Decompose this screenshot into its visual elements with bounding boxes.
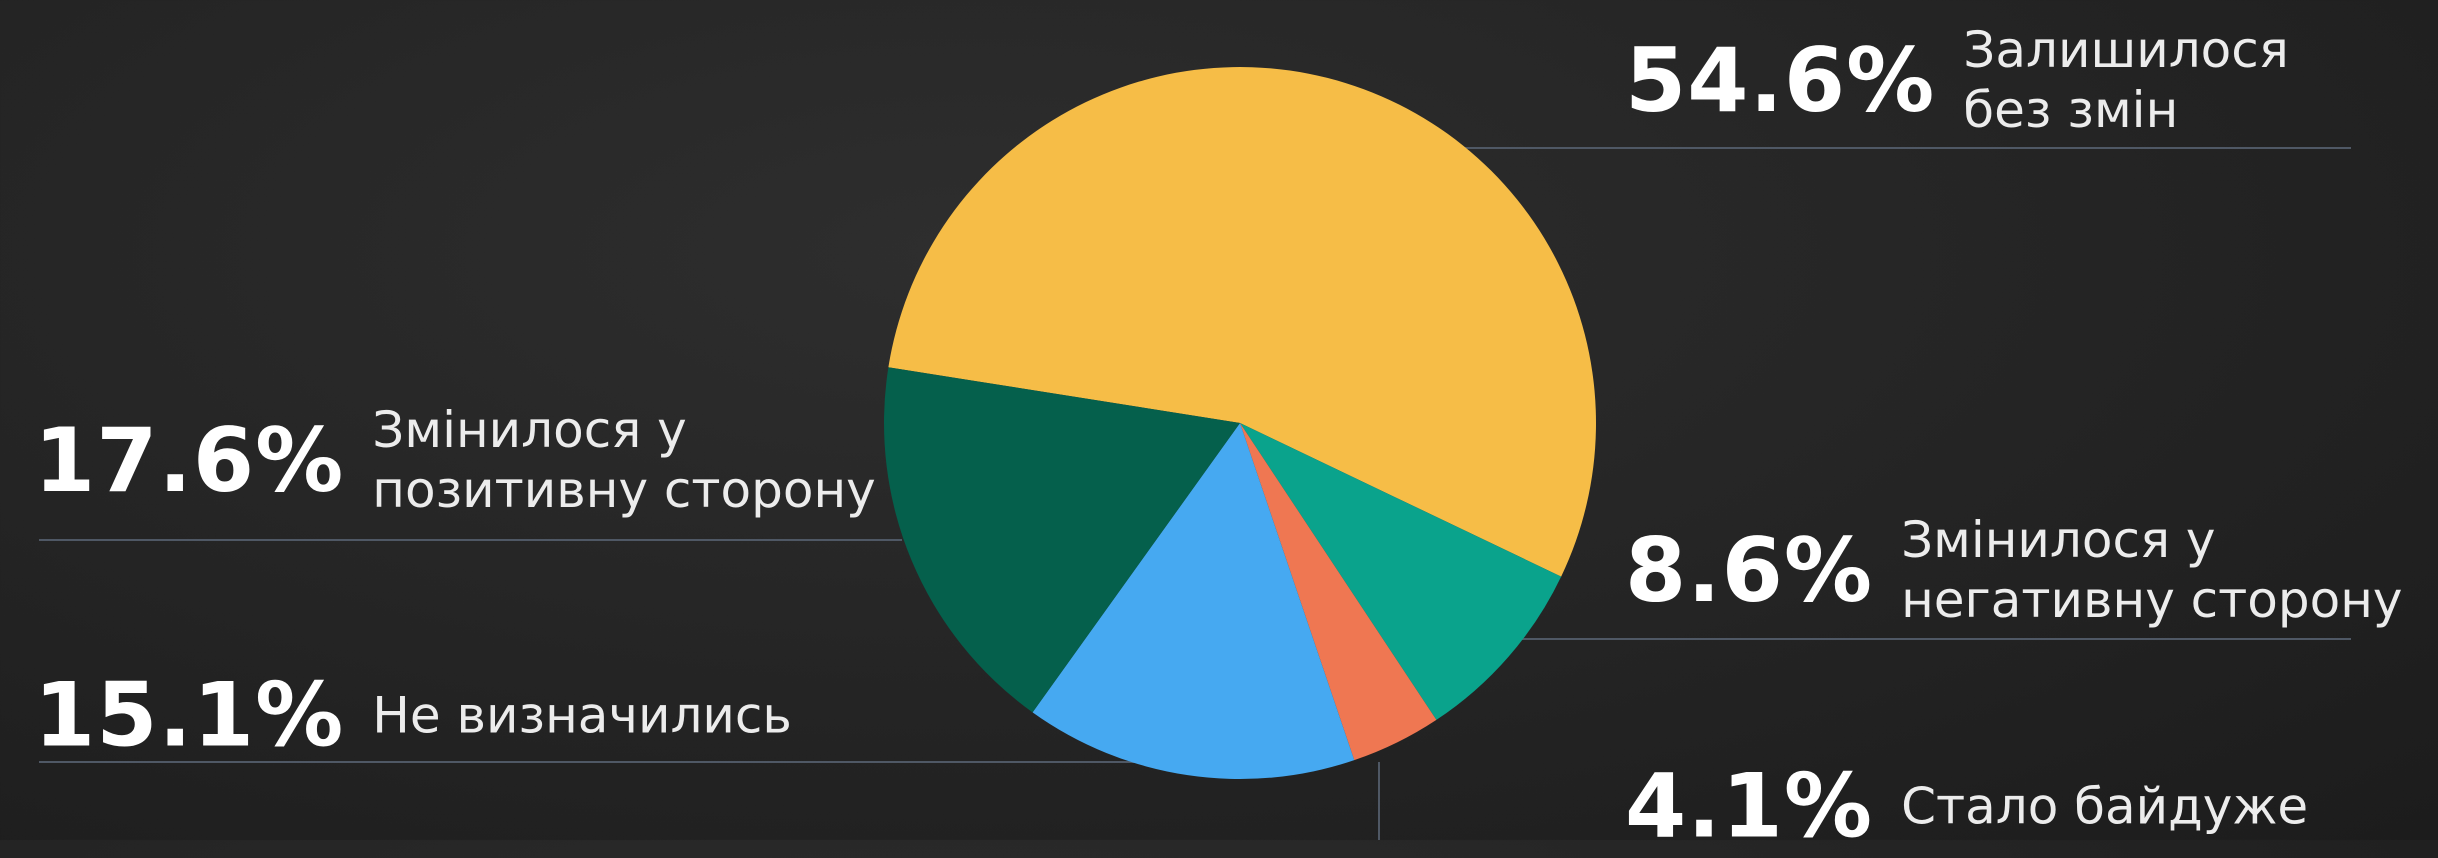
page: (() => { const data = JSON.parse(documen… <box>0 0 2438 840</box>
pie-slice <box>1032 423 1355 780</box>
category-label: Змінилося у позитивну сторону <box>372 401 876 519</box>
pie-slice <box>883 367 1240 713</box>
value-label: 15.1% <box>34 663 345 767</box>
chart <box>39 67 2351 840</box>
value-label: 17.6% <box>34 408 345 512</box>
value-label: 54.6% <box>1625 28 1936 132</box>
category-label: Не визначились <box>372 686 792 744</box>
value-label: 8.6% <box>1625 518 1874 622</box>
pie-slice <box>888 67 1596 577</box>
legend-item: 17.6% Змінилося у позитивну сторону <box>34 400 932 520</box>
pie-slice <box>1240 423 1562 720</box>
category-label: Залишилося без змін <box>1963 21 2289 139</box>
pie-slice <box>1240 423 1437 761</box>
legend-item: 8.6% Змінилося у негативну сторону <box>1625 510 2438 630</box>
category-label: Стало байдуже <box>1901 777 2309 835</box>
legend-item: 4.1% Стало байдуже <box>1625 755 2308 858</box>
legend-item: 54.6% Залишилося без змін <box>1625 20 2343 140</box>
legend-item: 15.1% Не визначились <box>34 664 792 767</box>
value-label: 4.1% <box>1625 754 1874 858</box>
category-label: Змінилося у негативну сторону <box>1901 511 2403 629</box>
